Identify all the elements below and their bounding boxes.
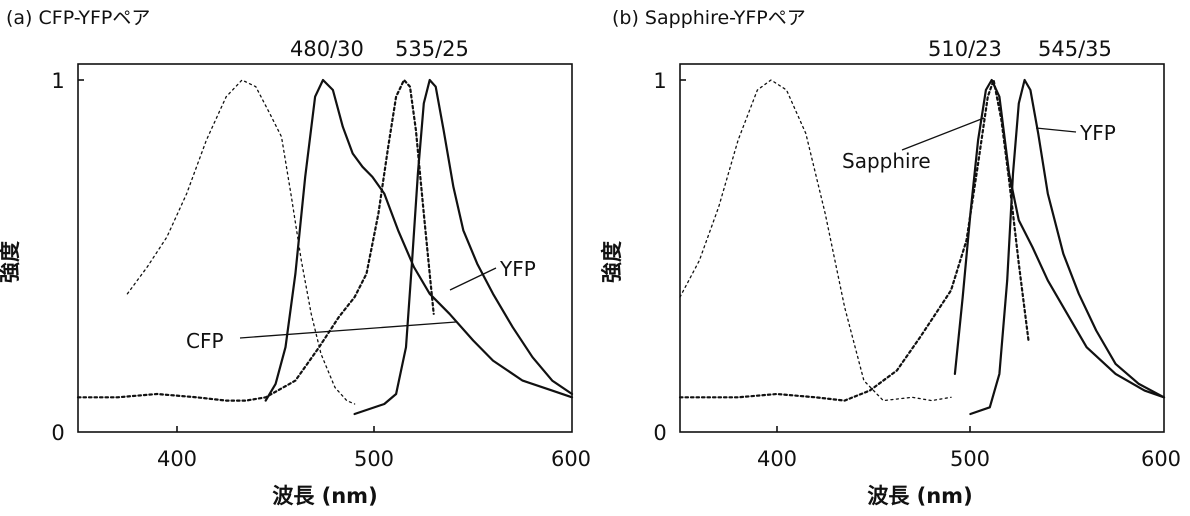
panel-a-xlabel: 波長 (nm) [272,484,377,508]
panel-b-yfp-label: YFP [1079,121,1116,145]
panel-b-series-curve-1 [679,79,952,402]
panel-b-sapphire-label: Sapphire [842,149,931,173]
panel-b-yfp-leader [1035,127,1077,133]
panel-b-series-sapphire [953,78,1166,399]
panel-a-xtick-label-600: 600 [551,447,591,471]
panel-b-sapphire-leader [901,117,985,151]
panel-a-xtick-label-500: 500 [354,447,394,471]
panel-b-filter-label-2: 545/35 [1038,37,1112,61]
panel-a-filter-label-2: 535/25 [395,37,469,61]
panel-a-plot-frame [77,63,573,433]
panel-a-cfp-leader [239,321,457,339]
panel-b-ytick-label-0: 0 [653,421,666,445]
panel-a-ticks [78,79,375,432]
panel-b-curves [678,78,1166,416]
panel-a-series-yfp [353,78,574,416]
panel-a-series-curve-2 [264,78,574,402]
panel-a: (a) CFP-YFPペア 480/30 535/25 400 500 600 … [0,7,591,508]
panel-b-series-curve-3 [678,78,1030,402]
panel-a-cfp-label: CFP [186,329,224,353]
panel-b-xtick-label-400: 400 [757,447,797,471]
panel-a-series-curve-3 [76,78,435,402]
panel-b: (b) Sapphire-YFPペア 510/23 545/35 400 500… [600,7,1181,508]
panel-b-ticks [680,79,971,432]
panel-b-filter-label-1: 510/23 [928,37,1002,61]
panel-a-series-cfp [126,79,356,405]
panel-b-series-yfp [969,78,1166,416]
panel-a-ytick-label-1: 1 [51,69,64,93]
panel-a-ytick-label-0: 0 [51,421,64,445]
panel-a-curves [76,78,574,416]
panel-b-ytick-label-1: 1 [653,69,666,93]
panel-a-yfp-leader [449,267,497,291]
panel-a-title: (a) CFP-YFPペア [6,7,150,29]
panel-a-yfp-label: YFP [499,257,536,281]
panel-a-filter-label-1: 480/30 [290,37,364,61]
panel-a-xtick-label-400: 400 [157,447,197,471]
panel-b-ylabel: 強度 [600,241,624,283]
panel-b-plot-frame [679,63,1165,433]
panel-b-xlabel: 波長 (nm) [867,484,972,508]
panel-a-ylabel: 強度 [0,241,22,283]
panel-b-title: (b) Sapphire-YFPペア [612,7,806,29]
panel-b-xtick-label-500: 500 [950,447,990,471]
panel-b-xtick-label-600: 600 [1141,447,1181,471]
